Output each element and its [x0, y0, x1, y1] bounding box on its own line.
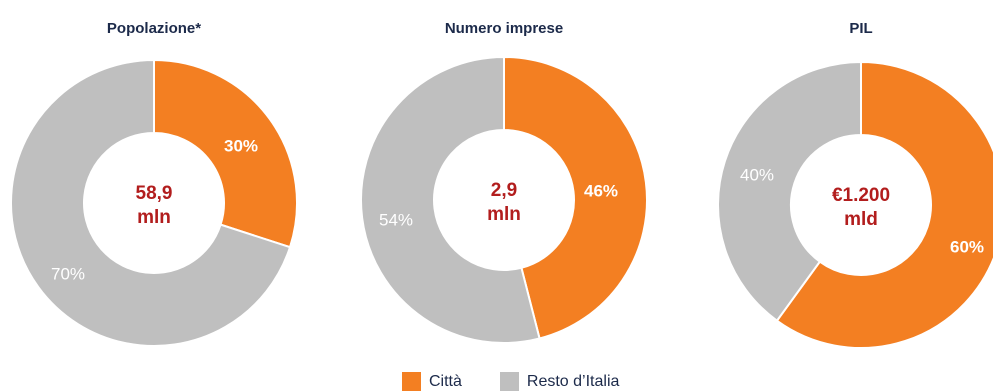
donut-chart-numero-imprese: Numero imprese 46% 54% 2,9 mln [360, 20, 648, 344]
slice-citta [153, 58, 298, 249]
donut-chart-pil: PIL 60% 40% €1.200 mld [717, 20, 993, 349]
donut-chart-popolazione: Popolazione* 30% 70% 58,9 mln [10, 20, 298, 347]
slice-resto-d-italia [360, 55, 541, 344]
slice-label-resto-d-italia: 70% [51, 264, 85, 283]
slice-citta [503, 55, 648, 340]
chart-title: Popolazione* [107, 20, 201, 37]
legend-item-citta: Città [402, 372, 462, 391]
slice-resto-d-italia [717, 60, 862, 323]
chart-title: PIL [849, 20, 872, 37]
slice-citta [775, 60, 993, 349]
center-label: €1.200 mld [832, 185, 890, 230]
legend-swatch-citta [402, 372, 421, 391]
slice-label-citta: 46% [584, 181, 618, 200]
slice-label-resto-d-italia: 40% [740, 165, 774, 184]
legend-label-citta: Città [429, 372, 462, 390]
chart-title: Numero imprese [445, 20, 563, 37]
slice-resto-d-italia [10, 58, 292, 347]
legend-label-resto: Resto d’Italia [526, 372, 620, 390]
legend-swatch-resto [499, 372, 519, 391]
legend-item-resto: Resto d’Italia [499, 372, 620, 391]
legend: Città Resto d’Italia [402, 371, 619, 392]
slice-label-citta: 30% [224, 136, 258, 155]
center-label: 2,9 mln [487, 180, 521, 225]
center-label: 58,9 mln [136, 183, 173, 228]
slice-label-citta: 60% [950, 237, 984, 256]
slice-label-resto-d-italia: 54% [379, 210, 413, 229]
